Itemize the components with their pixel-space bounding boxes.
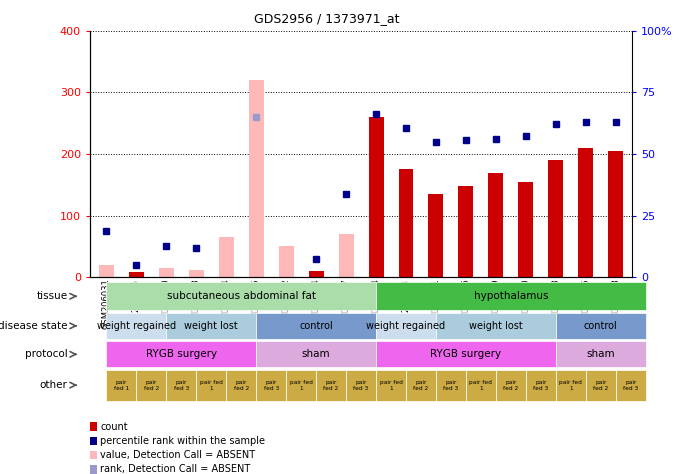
Bar [578,148,594,277]
Text: pair
fed 2: pair fed 2 [413,380,428,391]
Bar [399,170,413,277]
Bar [159,268,173,277]
Text: weight lost: weight lost [469,321,523,331]
Text: RYGB surgery: RYGB surgery [146,349,217,359]
Bar [608,151,623,277]
Bar [549,160,563,277]
Text: rank, Detection Call = ABSENT: rank, Detection Call = ABSENT [100,464,250,474]
Text: pair
fed 2: pair fed 2 [323,380,339,391]
Bar [489,173,504,277]
Text: sham: sham [587,349,615,359]
Bar [339,234,354,277]
Bar [249,80,264,277]
Text: other: other [40,380,68,390]
Text: pair
fed 2: pair fed 2 [144,380,159,391]
Text: pair
fed 3: pair fed 3 [173,380,189,391]
Text: control: control [584,321,618,331]
Text: percentile rank within the sample: percentile rank within the sample [100,436,265,446]
Text: pair
fed 3: pair fed 3 [444,380,459,391]
Text: protocol: protocol [25,349,68,359]
Text: disease state: disease state [0,321,68,331]
Text: pair fed
1: pair fed 1 [560,380,583,391]
Text: pair fed
1: pair fed 1 [290,380,312,391]
Text: pair fed
1: pair fed 1 [200,380,223,391]
Text: RYGB surgery: RYGB surgery [430,349,502,359]
Text: subcutaneous abdominal fat: subcutaneous abdominal fat [167,291,316,301]
Text: hypothalamus: hypothalamus [473,291,548,301]
Bar [518,182,533,277]
Bar [428,194,444,277]
Bar [218,237,234,277]
Text: pair
fed 1: pair fed 1 [114,380,129,391]
Text: weight regained: weight regained [97,321,176,331]
Text: sham: sham [302,349,330,359]
Text: pair
fed 3: pair fed 3 [533,380,549,391]
Text: weight lost: weight lost [184,321,238,331]
Text: pair
fed 2: pair fed 2 [593,380,608,391]
Text: pair
fed 3: pair fed 3 [263,380,278,391]
Bar [368,117,384,277]
Text: GDS2956 / 1373971_at: GDS2956 / 1373971_at [254,12,399,25]
Text: tissue: tissue [37,291,68,301]
Bar [458,186,473,277]
Bar [278,246,294,277]
Bar [129,273,144,277]
Text: value, Detection Call = ABSENT: value, Detection Call = ABSENT [100,450,255,460]
Text: pair
fed 3: pair fed 3 [353,380,369,391]
Text: pair
fed 3: pair fed 3 [623,380,638,391]
Bar [99,265,114,277]
Text: weight regained: weight regained [366,321,446,331]
Bar [309,271,323,277]
Text: pair fed
1: pair fed 1 [379,380,402,391]
Text: control: control [299,321,333,331]
Bar [189,270,204,277]
Text: count: count [100,421,128,432]
Text: pair
fed 2: pair fed 2 [234,380,249,391]
Text: pair
fed 2: pair fed 2 [503,380,518,391]
Text: pair fed
1: pair fed 1 [469,380,493,391]
